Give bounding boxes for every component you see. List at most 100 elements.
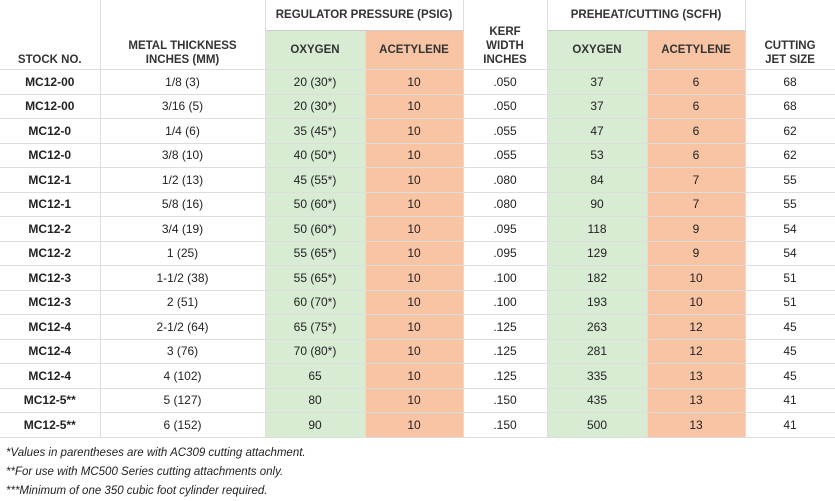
table-cell: MC12-5** — [0, 387, 101, 413]
header-line: KERF — [489, 26, 521, 38]
table-cell: 50 (60*) — [265, 216, 366, 241]
header-line: JET SIZE — [765, 54, 815, 66]
table-cell: 13 — [647, 387, 746, 413]
table-cell: MC12-4 — [0, 338, 101, 364]
table-cell: 10 — [365, 240, 464, 266]
table-cell: 60 (70*) — [265, 289, 366, 315]
table-cell: 62 — [745, 142, 835, 168]
table-cell: 70 (80*) — [265, 338, 366, 364]
table-cell: .150 — [463, 387, 548, 413]
header-line: WIDTH — [486, 40, 524, 52]
table-cell: 10 — [365, 142, 464, 168]
table-cell: 10 — [365, 167, 464, 192]
table-cell: 55 — [745, 167, 835, 192]
table-cell: 41 — [745, 387, 835, 413]
header-line: METAL THICKNESS — [128, 40, 237, 52]
table-cell: 13 — [647, 363, 746, 388]
table-cell: 45 (55*) — [265, 167, 366, 192]
table-cell: MC12-3 — [0, 289, 101, 315]
table-cell: 193 — [547, 289, 648, 315]
table-cell: MC12-00 — [0, 69, 101, 94]
table-cell: 12 — [647, 338, 746, 364]
table-cell: 1/4 (6) — [100, 118, 266, 143]
table-cell: 10 — [365, 69, 464, 94]
footnote: *Values in parentheses are with AC309 cu… — [6, 446, 306, 459]
table-cell: 10 — [365, 412, 464, 438]
table-cell: MC12-0 — [0, 142, 101, 168]
table-row: MC12-00 3/16 (5) 20 (30*) 10.050 37 6 68 — [0, 93, 835, 119]
table-cell: MC12-3 — [0, 265, 101, 290]
table-cell: .100 — [463, 289, 548, 315]
table-cell: 10 — [365, 265, 464, 290]
table-cell: 10 — [365, 387, 464, 413]
table-cell: 10 — [647, 289, 746, 315]
table-cell: 6 — [647, 118, 746, 143]
table-row: MC12-1 1/2 (13) 45 (55*) 10.080 84 7 55 — [0, 167, 835, 192]
table-header: STOCK NO. METAL THICKNESS INCHES (MM) REGUL… — [0, 0, 835, 70]
table-cell: 6 — [647, 93, 746, 119]
table-cell: 37 — [547, 93, 648, 119]
table-cell: 1-1/2 (38) — [100, 265, 266, 290]
table-cell: 7 — [647, 167, 746, 192]
table-cell: 10 — [365, 93, 464, 119]
header-line: STOCK NO. — [17, 54, 82, 66]
table-cell: 435 — [547, 387, 648, 413]
subheader: ACETYLENE — [647, 30, 746, 70]
table-cell: 45 — [745, 314, 835, 339]
table-cell: MC12-00 — [0, 93, 101, 119]
table-body: MC12-00 1/8 (3) 20 (30*) 10.050 37 6 68 MC12-00… — [0, 69, 835, 438]
table-cell: 40 (50*) — [265, 142, 366, 168]
table-cell: 41 — [745, 412, 835, 438]
table-cell: MC12-2 — [0, 216, 101, 241]
table-cell: 6 — [647, 69, 746, 94]
table-cell: 1/8 (3) — [100, 69, 266, 94]
table-cell: 3/4 (19) — [100, 216, 266, 241]
table-cell: 10 — [365, 338, 464, 364]
table-cell: 12 — [647, 314, 746, 339]
table-cell: 6 — [647, 142, 746, 168]
table-row: MC12-4 4 (102) 65 10.125 335 13 45 — [0, 363, 835, 388]
table-cell: 1 (25) — [100, 240, 266, 266]
table-cell: 263 — [547, 314, 648, 339]
table-cell: 1/2 (13) — [100, 167, 266, 192]
table-cell: 55 — [745, 191, 835, 217]
column-header: KERF WIDTH INCHES — [463, 0, 548, 70]
table-row: MC12-00 1/8 (3) 20 (30*) 10.050 37 6 68 — [0, 69, 835, 94]
table-cell: 10 — [647, 265, 746, 290]
table-cell: 90 — [547, 191, 648, 217]
table-row: MC12-3 2 (51) 60 (70*) 10.100 193 10 51 — [0, 289, 835, 315]
table-row: MC12-0 3/8 (10) 40 (50*) 10.055 53 6 62 — [0, 142, 835, 168]
table-cell: MC12-1 — [0, 191, 101, 217]
table-cell: 10 — [365, 118, 464, 143]
table-row: MC12-2 1 (25) 55 (65*) 10.095 129 9 54 — [0, 240, 835, 266]
table-cell: 55 (65*) — [265, 265, 366, 290]
table-cell: .125 — [463, 314, 548, 339]
table-cell: .095 — [463, 216, 548, 241]
table-cell: 9 — [647, 216, 746, 241]
table-row: MC12-0 1/4 (6) 35 (45*) 10.055 47 6 62 — [0, 118, 835, 143]
table-cell: .095 — [463, 240, 548, 266]
footnotes: *Values in parentheses are with AC309 cu… — [0, 444, 835, 501]
table-cell: .100 — [463, 265, 548, 290]
table-cell: 62 — [745, 118, 835, 143]
table-cell: 50 (60*) — [265, 191, 366, 217]
table-cell: 3/16 (5) — [100, 93, 266, 119]
table-cell: 51 — [745, 289, 835, 315]
table-cell: 65 — [265, 363, 366, 388]
header-row: STOCK NO. METAL THICKNESS INCHES (MM) REGUL… — [0, 0, 835, 70]
table-cell: .055 — [463, 142, 548, 168]
table-cell: .125 — [463, 338, 548, 364]
table-row: MC12-2 3/4 (19) 50 (60*) 10.095 118 9 54 — [0, 216, 835, 241]
table-cell: 20 (30*) — [265, 93, 366, 119]
table-cell: 68 — [745, 69, 835, 94]
table-cell: 5 (127) — [100, 387, 266, 413]
table-row: MC12-4 2-1/2 (64) 65 (75*) 10.125 263 12 45 — [0, 314, 835, 339]
table-cell: 10 — [365, 289, 464, 315]
table-cell: MC12-1 — [0, 167, 101, 192]
subheader: OXYGEN — [547, 30, 648, 70]
table-cell: 35 (45*) — [265, 118, 366, 143]
footnote: **For use with MC500 Series cutting atta… — [6, 465, 284, 478]
table-cell: .150 — [463, 412, 548, 438]
table-cell: MC12-2 — [0, 240, 101, 266]
header-line: INCHES (MM) — [145, 54, 220, 66]
